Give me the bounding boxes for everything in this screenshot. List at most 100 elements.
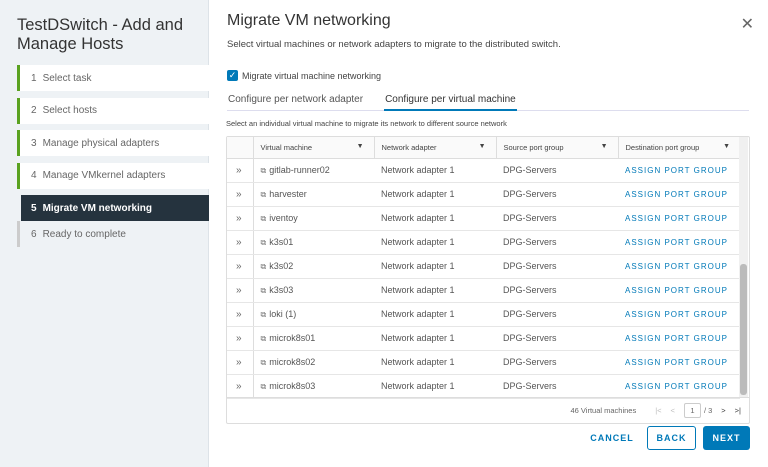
checkbox-label: Migrate virtual machine networking [242, 70, 382, 81]
column-header-source-port-group[interactable]: Source port group ▼ [495, 137, 618, 159]
source-port-group-cell: DPG-Servers [496, 158, 618, 183]
step-list: 1 Select task 2 Select hosts 3 Manage physica… [17, 65, 209, 254]
assign-port-group-link[interactable]: ASSIGN PORT GROUP [618, 182, 740, 207]
step-label: Ready to complete [42, 228, 126, 240]
column-header-destination-port-group[interactable]: Destination port group ▼ [617, 137, 740, 159]
tab-per-virtual-machine[interactable]: Configure per virtual machine [384, 92, 517, 111]
filter-icon[interactable]: ▼ [356, 143, 364, 150]
network-adapter-cell: Network adapter 1 [374, 254, 496, 279]
source-port-group-cell: DPG-Servers [496, 326, 618, 351]
expand-row-icon[interactable]: » [227, 230, 254, 255]
assign-port-group-link[interactable]: ASSIGN PORT GROUP [618, 302, 740, 327]
table-row[interactable]: » ⧉ k3s02 Network adapter 1 DPG-Servers A… [227, 254, 740, 279]
close-icon[interactable]: ✕ [740, 16, 754, 33]
vm-name: microk8s03 [269, 380, 316, 391]
step-number: 3 [31, 137, 37, 149]
expand-row-icon[interactable]: » [227, 182, 254, 207]
source-port-group-cell: DPG-Servers [496, 182, 618, 207]
vm-icon: ⧉ [260, 309, 267, 319]
assign-port-group-link[interactable]: ASSIGN PORT GROUP [618, 326, 740, 351]
source-port-group-cell: DPG-Servers [496, 206, 618, 231]
prev-page-icon[interactable]: < [670, 406, 675, 415]
filter-icon[interactable]: ▼ [600, 143, 608, 150]
source-port-group-cell: DPG-Servers [496, 350, 618, 375]
step-number: 1 [31, 72, 37, 84]
tab-bar: Configure per network adapter Configure … [227, 92, 749, 111]
vm-datagrid: Virtual machine ▼ Network adapter ▼ Source… [226, 136, 750, 424]
column-header-virtual-machine[interactable]: Virtual machine ▼ [252, 137, 374, 159]
vm-cell: ⧉ microk8s01 [253, 326, 374, 351]
vm-name: loki (1) [269, 308, 297, 319]
expand-row-icon[interactable]: » [227, 350, 254, 375]
table-row[interactable]: » ⧉ gitlab-runner02 Network adapter 1 DPG… [227, 158, 740, 183]
assign-port-group-link[interactable]: ASSIGN PORT GROUP [618, 254, 740, 279]
column-header-network-adapter[interactable]: Network adapter ▼ [373, 137, 496, 159]
wizard-main: Migrate VM networking ✕ Select virtual m… [210, 0, 768, 467]
vm-icon: ⧉ [260, 285, 267, 295]
table-row[interactable]: » ⧉ loki (1) Network adapter 1 DPG-Server… [227, 302, 740, 327]
network-adapter-cell: Network adapter 1 [374, 182, 496, 207]
network-adapter-cell: Network adapter 1 [374, 230, 496, 255]
source-port-group-cell: DPG-Servers [496, 230, 618, 255]
grid-footer: 46 Virtual machines |< < 1 / 3 > >| [227, 397, 749, 423]
table-row[interactable]: » ⧉ microk8s01 Network adapter 1 DPG-Serv… [227, 326, 740, 351]
assign-port-group-link[interactable]: ASSIGN PORT GROUP [618, 158, 740, 183]
assign-port-group-link[interactable]: ASSIGN PORT GROUP [618, 230, 740, 255]
step-label: Select task [42, 72, 92, 84]
cancel-button[interactable]: CANCEL [590, 433, 634, 443]
next-page-icon[interactable]: > [721, 406, 726, 415]
network-adapter-cell: Network adapter 1 [374, 206, 496, 231]
tab-per-network-adapter[interactable]: Configure per network adapter [228, 94, 364, 105]
step-3[interactable]: 3 Manage physical adapters [17, 130, 209, 156]
table-row[interactable]: » ⧉ k3s01 Network adapter 1 DPG-Servers A… [227, 230, 740, 255]
filter-icon[interactable]: ▼ [478, 143, 486, 150]
vm-name: gitlab-runner02 [269, 164, 330, 175]
network-adapter-cell: Network adapter 1 [374, 278, 496, 303]
expand-row-icon[interactable]: » [227, 206, 254, 231]
step-number: 5 [31, 202, 37, 214]
vm-cell: ⧉ harvester [253, 182, 374, 207]
step-2[interactable]: 2 Select hosts [17, 97, 209, 124]
scrollbar[interactable] [739, 137, 748, 397]
vm-cell: ⧉ iventoy [253, 206, 374, 231]
vm-name: k3s03 [269, 284, 294, 295]
vm-icon: ⧉ [260, 333, 267, 343]
active-step-wrapper: 5 Migrate VM networking [17, 195, 209, 221]
step-4[interactable]: 4 Manage VMkernel adapters [17, 162, 209, 189]
expand-row-icon[interactable]: » [227, 326, 254, 351]
source-port-group-cell: DPG-Servers [496, 254, 618, 279]
table-row[interactable]: » ⧉ microk8s03 Network adapter 1 DPG-Serv… [227, 374, 740, 399]
vm-name: iventoy [269, 212, 298, 223]
vm-icon: ⧉ [260, 381, 267, 391]
checkmark-icon[interactable]: ✓ [227, 70, 238, 81]
vm-icon: ⧉ [260, 213, 267, 223]
expand-row-icon[interactable]: » [227, 254, 254, 279]
page-input[interactable]: 1 [683, 403, 701, 418]
filter-icon[interactable]: ▼ [723, 143, 730, 150]
back-button[interactable]: BACK [647, 426, 696, 450]
scrollbar-thumb[interactable] [740, 264, 747, 395]
expand-row-icon[interactable]: » [227, 278, 254, 303]
network-adapter-cell: Network adapter 1 [374, 374, 496, 399]
expand-row-icon[interactable]: » [227, 158, 254, 183]
migrate-vm-networking-checkbox[interactable]: ✓ Migrate virtual machine networking [227, 70, 381, 81]
table-row[interactable]: » ⧉ iventoy Network adapter 1 DPG-Servers… [227, 206, 740, 231]
column-label: Source port group [503, 142, 564, 152]
table-row[interactable]: » ⧉ harvester Network adapter 1 DPG-Serve… [227, 182, 740, 207]
vm-cell: ⧉ k3s03 [253, 278, 374, 303]
assign-port-group-link[interactable]: ASSIGN PORT GROUP [618, 350, 740, 375]
vm-name: harvester [269, 188, 307, 199]
next-button[interactable]: NEXT [703, 426, 750, 450]
assign-port-group-link[interactable]: ASSIGN PORT GROUP [618, 374, 740, 399]
step-1[interactable]: 1 Select task [17, 65, 209, 91]
table-row[interactable]: » ⧉ microk8s02 Network adapter 1 DPG-Serv… [227, 350, 740, 375]
assign-port-group-link[interactable]: ASSIGN PORT GROUP [618, 206, 740, 231]
expand-row-icon[interactable]: » [227, 374, 254, 399]
vm-count: 46 Virtual machines [570, 406, 637, 415]
table-row[interactable]: » ⧉ k3s03 Network adapter 1 DPG-Servers A… [227, 278, 740, 303]
assign-port-group-link[interactable]: ASSIGN PORT GROUP [618, 278, 740, 303]
first-page-icon[interactable]: |< [655, 406, 662, 415]
step-5[interactable]: 5 Migrate VM networking [21, 195, 209, 221]
last-page-icon[interactable]: >| [734, 406, 741, 415]
expand-row-icon[interactable]: » [227, 302, 254, 327]
